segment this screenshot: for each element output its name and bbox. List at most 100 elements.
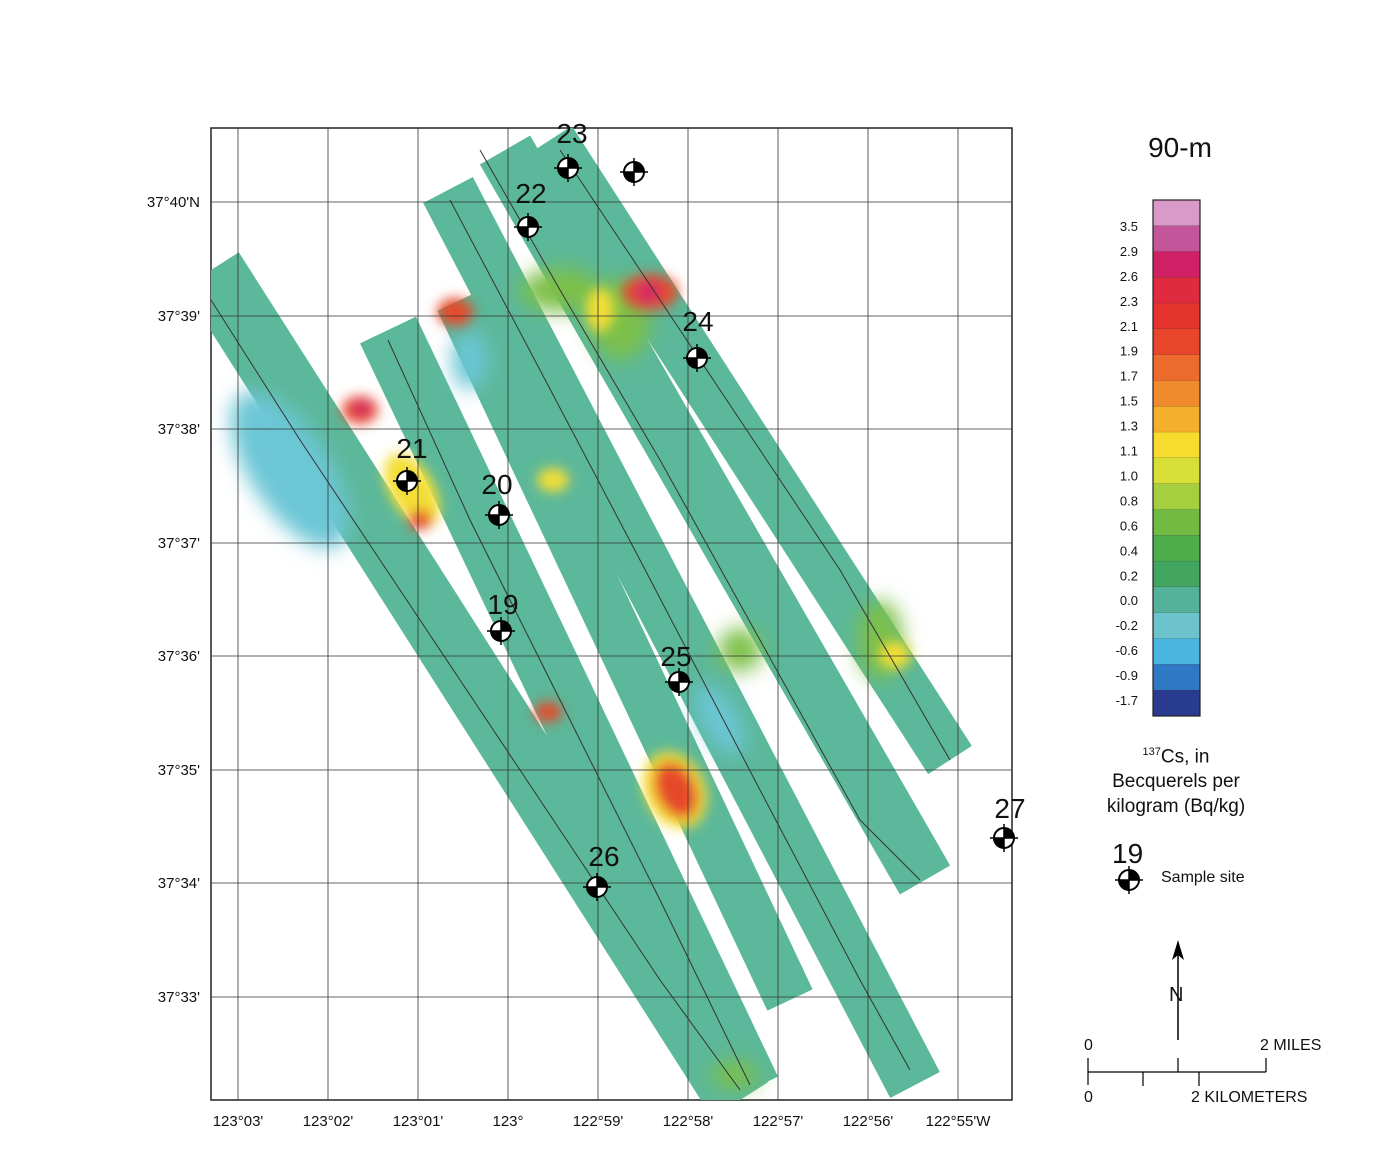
lat-label: 37°39' [158, 308, 200, 325]
color-ramp-swatch [1153, 277, 1200, 304]
color-ramp-swatch [1153, 303, 1200, 330]
high-anomaly [879, 641, 911, 669]
track-line [387, 339, 751, 1086]
hot-anomaly [534, 702, 562, 722]
color-ramp-frame [1152, 199, 1201, 717]
legend-units: 137Cs, in Becquerels per kilogram (Bq/kg… [1088, 740, 1264, 819]
peak-anomaly [354, 401, 370, 415]
track-line [559, 149, 951, 761]
color-ramp-tick-label: 0.2 [1120, 568, 1138, 583]
color-ramp-tick-label: 1.9 [1120, 344, 1138, 359]
hot-anomaly [653, 761, 699, 819]
color-ramp-tick-label: -0.2 [1116, 618, 1138, 633]
north-label: N [1169, 984, 1184, 1006]
color-ramp-swatch [1153, 329, 1200, 356]
lon-label: 123° [492, 1113, 523, 1130]
site-label: 27 [994, 793, 1025, 824]
sample-site-marker[interactable] [487, 617, 515, 645]
color-ramp-tick-label: 1.0 [1120, 468, 1138, 483]
north-arrow-icon [1172, 940, 1184, 1040]
site-label: 21 [396, 433, 427, 464]
lon-label: 123°02' [303, 1113, 354, 1130]
legend-sample-number: 19 [1112, 838, 1144, 869]
site-label: 22 [515, 178, 546, 209]
color-ramp-swatch [1153, 638, 1200, 665]
color-ramp-swatch [1153, 432, 1200, 459]
site-label: 24 [682, 306, 713, 337]
sample-site-marker[interactable] [990, 824, 1018, 852]
color-ramp-swatch [1153, 380, 1200, 407]
graticule [211, 128, 1012, 1100]
sample-site-marker[interactable] [514, 213, 542, 241]
color-ramp-tick-label: 2.6 [1120, 269, 1138, 284]
scale-miles-zero: 0 [1084, 1037, 1093, 1054]
color-ramp-tick-label: -0.9 [1116, 668, 1138, 683]
color-ramp-tick-label: 0.4 [1120, 543, 1138, 558]
sample-site-marker[interactable] [393, 467, 421, 495]
isotope-mass-number: 137 [1142, 746, 1161, 758]
color-ramp-labels: 3.5 2.9 2.6 2.3 2.1 1.9 1.7 1.5 1.3 1.1 1.0 0.8 0.6 0… [1116, 219, 1138, 708]
sample-site-marker[interactable] [554, 154, 582, 182]
scale-bar [1087, 1058, 1267, 1086]
site-label: 25 [660, 641, 691, 672]
lon-label: 122°57' [753, 1113, 804, 1130]
sample-site-marker[interactable] [485, 501, 513, 529]
color-ramp-tick-label: 0.8 [1120, 493, 1138, 508]
color-ramp-tick-label: 1.3 [1120, 419, 1138, 434]
track-line [479, 149, 921, 881]
color-ramp-tick-label: 1.7 [1120, 369, 1138, 384]
color-ramp-swatch [1153, 406, 1200, 433]
sample-site-marker[interactable] [620, 158, 648, 186]
sample-sites [393, 154, 1018, 901]
peak-anomaly [636, 283, 660, 301]
lat-label: 37°35' [158, 762, 200, 779]
lat-label: 37°36' [158, 648, 200, 665]
units-line-3: kilogram (Bq/kg) [1106, 796, 1246, 818]
color-ramp-swatch [1153, 354, 1200, 382]
color-ramp-swatch [1153, 587, 1200, 614]
color-ramp-swatch [1153, 561, 1200, 588]
lat-label: 37°38' [158, 421, 200, 438]
sample-site-marker[interactable] [665, 668, 693, 696]
high-anomaly [537, 468, 569, 492]
legend-sample-label: Sample site [1161, 869, 1245, 886]
color-ramp-tick-label: 3.5 [1120, 219, 1138, 234]
color-ramp-swatch [1153, 251, 1200, 278]
color-ramp-swatch [1153, 690, 1200, 717]
units-line-1: Cs, in [1160, 746, 1210, 768]
color-ramp [1153, 200, 1200, 717]
color-ramp-swatch [1153, 225, 1200, 253]
sample-site-marker[interactable] [683, 344, 711, 372]
color-ramp-tick-label: 0.6 [1120, 518, 1138, 533]
lon-label: 123°03' [213, 1113, 264, 1130]
hot-anomaly [408, 510, 432, 530]
color-ramp-swatch [1153, 458, 1200, 485]
lon-label: 123°01' [393, 1113, 444, 1130]
low-anomaly [452, 330, 488, 390]
units-line-2: Becquerels per [1112, 771, 1240, 793]
swath-1 [211, 252, 768, 1100]
scale-km-zero: 0 [1084, 1089, 1093, 1106]
sample-site-marker[interactable] [583, 873, 611, 901]
color-ramp-swatch [1153, 509, 1200, 536]
high-anomaly [586, 288, 614, 332]
lat-label: 37°40'N [147, 194, 200, 211]
color-ramp-tick-label: 2.1 [1120, 319, 1138, 334]
color-ramp-tick-label: 0.0 [1120, 593, 1138, 608]
hot-anomaly [437, 298, 473, 326]
color-ramp-swatch [1153, 535, 1200, 562]
color-ramp-tick-label: 2.9 [1120, 244, 1138, 259]
lat-label: 37°37' [158, 535, 200, 552]
lon-label: 122°58' [663, 1113, 714, 1130]
color-ramp-swatch [1153, 612, 1200, 640]
color-ramp-tick-label: 1.5 [1120, 394, 1138, 409]
track-line [211, 299, 741, 1091]
lon-label: 122°56' [843, 1113, 894, 1130]
color-ramp-swatch [1153, 664, 1200, 691]
scale-miles-label: 2 MILES [1260, 1037, 1322, 1054]
site-label: 20 [481, 469, 512, 500]
scale-km-label: 2 KILOMETERS [1191, 1089, 1308, 1106]
color-ramp-tick-label: 1.1 [1120, 444, 1138, 459]
mid-anomaly [711, 1061, 759, 1089]
